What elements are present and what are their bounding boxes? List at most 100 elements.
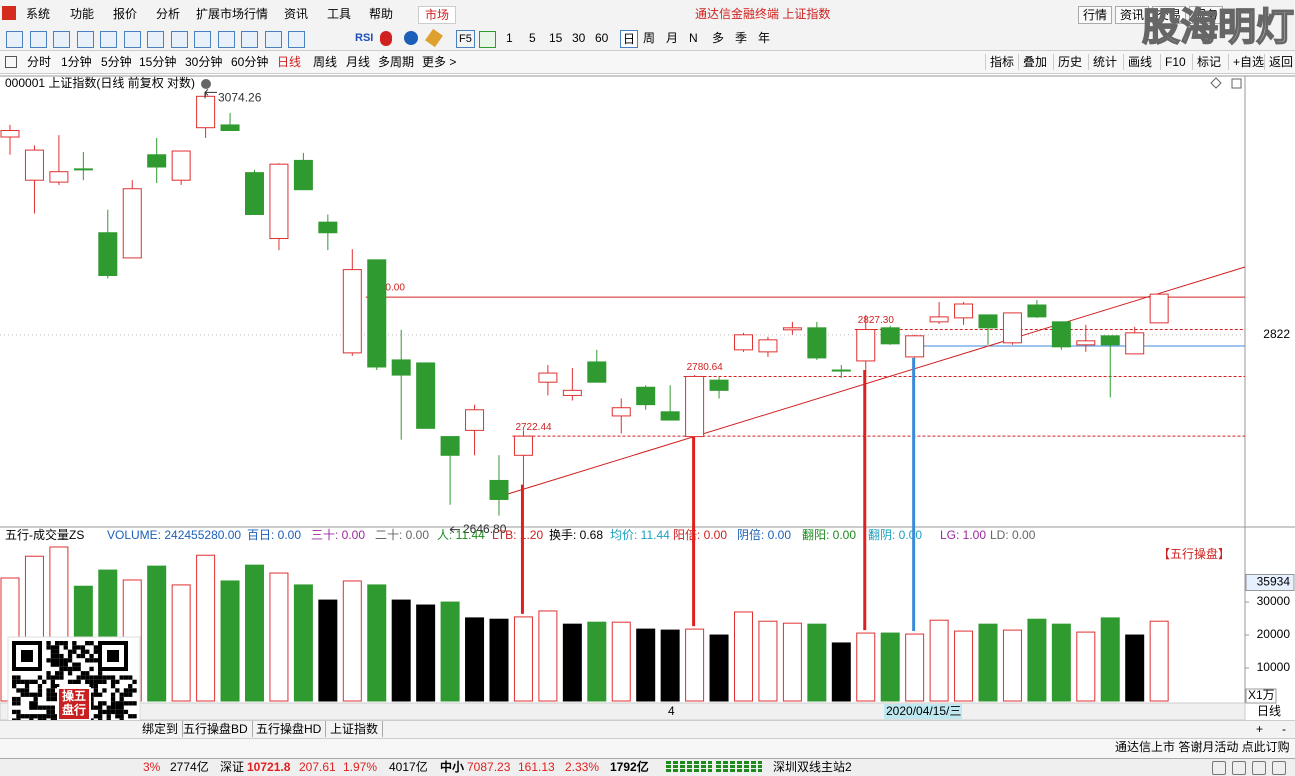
period-char[interactable]: 多 — [712, 31, 725, 45]
qr-module — [93, 658, 98, 663]
tool-button[interactable]: 标记 — [1192, 54, 1221, 70]
qr-module — [29, 701, 34, 706]
tool-button[interactable]: +自选 — [1228, 54, 1264, 70]
toolbar-f5[interactable]: F5 — [456, 30, 475, 48]
minute-period[interactable]: 60 — [595, 31, 609, 45]
ticker-bar — [0, 738, 1295, 759]
toolbar-icon[interactable] — [380, 31, 392, 46]
minute-period[interactable]: 15 — [549, 31, 563, 45]
qr-module — [89, 666, 94, 672]
menu-item[interactable]: 工具 — [327, 7, 352, 21]
toolbar-icon[interactable] — [170, 31, 188, 48]
period-char[interactable]: 日 — [620, 30, 639, 48]
date-label: 4 — [668, 704, 675, 718]
period-tab[interactable]: 更多 > — [422, 55, 457, 69]
menu-item[interactable]: 报价 — [113, 7, 138, 21]
tab[interactable]: 上证指数 — [330, 721, 384, 737]
volume-bar — [416, 604, 436, 702]
period-tab[interactable]: 15分钟 — [139, 55, 177, 69]
qr-module — [85, 671, 90, 676]
period-tab[interactable]: 周线 — [313, 55, 338, 69]
status-icon[interactable] — [1252, 761, 1266, 775]
tool-button[interactable]: 历史 — [1053, 54, 1082, 70]
qr-module — [63, 641, 68, 646]
qr-module — [76, 666, 81, 672]
tool-button[interactable]: 统计 — [1088, 54, 1117, 70]
period-char[interactable]: 季 — [735, 31, 748, 45]
toolbar-icon[interactable] — [404, 31, 418, 45]
candle-body — [171, 150, 191, 181]
ticker[interactable]: 通达信上市 答谢月活动 点此订购 — [1115, 740, 1290, 754]
period-char[interactable]: N — [689, 31, 698, 45]
toolbar-rsi[interactable]: RSI — [355, 32, 374, 44]
toolbar-icon[interactable] — [264, 31, 282, 48]
menu-item[interactable]: 资讯 — [284, 7, 309, 21]
period-tab[interactable]: 日线 — [277, 55, 302, 69]
minute-period[interactable]: 1 — [506, 31, 513, 45]
toolbar-icon[interactable] — [6, 31, 23, 48]
toolbar-icon[interactable] — [479, 31, 496, 48]
toolbar-icon[interactable] — [29, 31, 47, 48]
status-icon[interactable] — [1232, 761, 1246, 775]
period-char[interactable]: 周 — [643, 31, 656, 45]
period-tab[interactable]: 5分钟 — [101, 55, 132, 69]
menu-item[interactable]: 扩展市场行情 — [196, 7, 269, 21]
qr-module — [55, 649, 60, 654]
volume-bar — [709, 634, 729, 702]
toolbar-icon[interactable] — [123, 31, 141, 48]
period-tab[interactable]: 月线 — [346, 55, 371, 69]
toolbar-icon[interactable] — [147, 31, 164, 48]
toolbar-icon[interactable] — [241, 31, 258, 48]
status-icon[interactable] — [1212, 761, 1226, 775]
period-tab[interactable]: 分时 — [27, 55, 52, 69]
minute-period[interactable]: 5 — [529, 31, 536, 45]
volume-stat: 翻阴: 0.00 — [868, 528, 922, 542]
tab[interactable]: 绑定到 — [142, 721, 184, 737]
qr-module — [98, 692, 103, 697]
top-button[interactable]: 服务 — [1189, 6, 1224, 24]
top-button[interactable]: 行情 — [1078, 6, 1113, 24]
period-tab[interactable]: 60分钟 — [231, 55, 269, 69]
menu-item[interactable]: 帮助 — [369, 7, 394, 21]
tab[interactable]: 五行操盘HD — [256, 721, 327, 737]
menu-item[interactable]: 分析 — [156, 7, 181, 21]
top-button[interactable]: 资讯 — [1115, 6, 1150, 24]
qr-module — [24, 684, 30, 689]
period-tab[interactable]: 1分钟 — [61, 55, 92, 69]
status-icon[interactable] — [1272, 761, 1286, 775]
period-tab[interactable]: 30分钟 — [185, 55, 223, 69]
toolbar-icon[interactable] — [53, 31, 70, 48]
qr-module — [50, 679, 55, 684]
toolbar-icon[interactable] — [76, 31, 94, 48]
period-char[interactable]: 年 — [758, 31, 771, 45]
tab-bar — [0, 720, 1295, 739]
qr-module — [59, 658, 64, 663]
qr-module — [46, 645, 51, 650]
qr-module — [37, 684, 43, 689]
top-button[interactable]: 交易 — [1152, 6, 1187, 24]
minute-period[interactable]: 30 — [572, 31, 586, 45]
qr-module — [85, 658, 90, 663]
qr-module — [72, 679, 77, 684]
period-tab[interactable]: 多周期 — [378, 55, 415, 69]
qr-module — [50, 705, 55, 710]
zoom-button[interactable]: - — [1282, 722, 1286, 736]
toolbar-icon[interactable] — [194, 31, 211, 48]
toolbar-icon[interactable] — [288, 31, 305, 48]
tool-button[interactable]: 画线 — [1123, 54, 1152, 70]
menu-item[interactable]: 功能 — [70, 7, 95, 21]
menu-item[interactable]: 系统 — [26, 7, 51, 21]
tab[interactable]: 五行操盘BD — [183, 721, 253, 737]
qr-module — [33, 701, 38, 706]
market-tab[interactable]: 市场 — [418, 6, 457, 24]
toolbar-icon[interactable] — [217, 31, 235, 48]
volume-stat: 阳倍: 0.00 — [673, 527, 727, 542]
tool-button[interactable]: F10 — [1160, 54, 1186, 70]
period-char[interactable]: 月 — [666, 31, 679, 45]
tool-button[interactable]: 叠加 — [1018, 54, 1047, 70]
zoom-button[interactable]: + — [1256, 722, 1264, 736]
candle-body — [1100, 335, 1120, 346]
tool-button[interactable]: 指标 — [985, 54, 1014, 70]
toolbar-icon[interactable] — [100, 31, 117, 48]
tool-button[interactable]: 返回 — [1264, 54, 1293, 70]
